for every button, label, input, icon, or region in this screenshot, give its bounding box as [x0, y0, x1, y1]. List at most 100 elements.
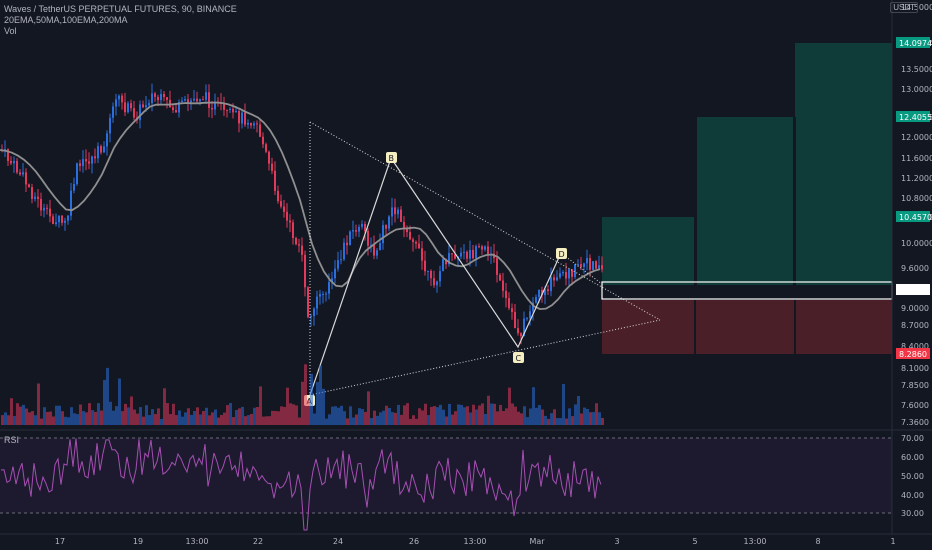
price-tick-label: 14.5000 [901, 3, 932, 12]
candle-body [46, 207, 48, 209]
rsi-legend[interactable]: RSI [4, 435, 20, 445]
candle-body [127, 103, 129, 113]
volume-bar [256, 406, 259, 425]
indicator-legend[interactable]: 20EMA,50MA,100EMA,200MA [4, 15, 128, 25]
candle-body [430, 270, 432, 279]
volume-bar [283, 406, 286, 425]
candle-body [82, 159, 84, 166]
price-axis[interactable]: 14.5000 14.0974 13.5000 13.0000 12.4055 12.00… [896, 3, 932, 427]
candle-body [112, 106, 114, 118]
volume-bar [514, 406, 517, 425]
candle-body [373, 244, 375, 256]
candle-body [442, 259, 444, 272]
candle-body [22, 172, 24, 175]
rsi-tick-label: 50.00 [901, 472, 924, 481]
candle-body [34, 196, 36, 199]
volume-bar [100, 410, 103, 425]
point-label-b[interactable]: B [386, 152, 397, 163]
price-tick-label: 7.3600 [901, 418, 929, 427]
volume-bar [505, 408, 508, 425]
volume-bar [295, 405, 298, 425]
candle-body [55, 222, 57, 225]
candle-body [514, 311, 516, 329]
candle-body [547, 289, 549, 292]
candle-body [79, 163, 81, 166]
volume-bar [577, 395, 580, 425]
volume-bar [55, 405, 58, 425]
volume-bar [571, 416, 574, 425]
candle-body [478, 246, 480, 248]
candle-body [145, 105, 147, 108]
candle-body [352, 230, 354, 232]
price-tag-label: 12.4055 [899, 113, 932, 122]
point-label-c[interactable]: C [513, 352, 524, 363]
candle-body [355, 230, 357, 232]
candle-body [397, 209, 399, 215]
volume-bar [76, 414, 79, 425]
time-tick-label: 24 [333, 537, 343, 546]
target-zone-3 [795, 43, 892, 285]
volume-bar [163, 388, 166, 425]
candle-body [229, 108, 231, 111]
candle-body [25, 172, 27, 185]
price-tag [896, 111, 930, 122]
candle-body [139, 104, 141, 121]
volume-bar [109, 401, 112, 425]
candle-body [214, 101, 216, 110]
volume-bar [1, 415, 4, 425]
time-axis[interactable]: 17 19 13:00 22 24 26 13:00 Mar 3 5 13:00 8 1 [55, 537, 896, 546]
volume-bar [370, 418, 373, 425]
candle-body [247, 122, 249, 125]
time-tick-label: 5 [692, 537, 697, 546]
volume-bar [406, 403, 409, 425]
currency-selector[interactable]: USDT [890, 2, 918, 13]
candle-body [151, 93, 153, 104]
volume-bar [148, 415, 151, 425]
volume-bar [565, 418, 568, 425]
volume-bar [112, 410, 115, 425]
candle-body [322, 293, 324, 295]
abcd-pattern[interactable] [309, 121, 661, 396]
volume-bar [286, 387, 289, 425]
volume-bar [79, 404, 82, 425]
candle-body [364, 223, 366, 231]
price-tag [896, 348, 930, 359]
candle-body [349, 231, 351, 246]
candle-body [337, 260, 339, 269]
chart-title[interactable]: Waves / TetherUS PERPETUAL FUTURES, 90, … [4, 4, 237, 14]
candle-body [343, 242, 345, 260]
volume-bar [217, 417, 220, 425]
volume-legend[interactable]: Vol [4, 26, 17, 36]
volume-bar [61, 411, 64, 425]
volume-bar [397, 404, 400, 425]
stop-zone [602, 300, 892, 354]
candle-body [574, 264, 576, 277]
candle-body [448, 253, 450, 265]
volume-bar [481, 403, 484, 425]
volume-bar [454, 411, 457, 425]
volume-bar [478, 405, 481, 425]
volume-bar [37, 383, 40, 425]
volume-bar [472, 404, 475, 425]
candle-body [346, 242, 348, 246]
volume-bar [385, 405, 388, 425]
candle-body [511, 308, 513, 312]
volume-bar [448, 403, 451, 425]
volume-bar [82, 411, 85, 425]
volume-bar [178, 410, 181, 425]
volume-bar [67, 417, 70, 425]
candle-body [160, 94, 162, 101]
volume-bar [382, 410, 385, 425]
candle-body [454, 254, 456, 259]
rsi-axis[interactable]: 70.00 60.00 50.00 40.00 30.00 [901, 434, 924, 518]
point-label-d[interactable]: D [556, 248, 567, 259]
volume-bar [499, 404, 502, 425]
candle-body [403, 221, 405, 228]
candle-body [121, 95, 123, 103]
candle-body [274, 170, 276, 191]
candle-body [277, 190, 279, 202]
volume-bar [598, 412, 601, 425]
candle-body [61, 215, 63, 223]
volume-bar [43, 407, 46, 425]
